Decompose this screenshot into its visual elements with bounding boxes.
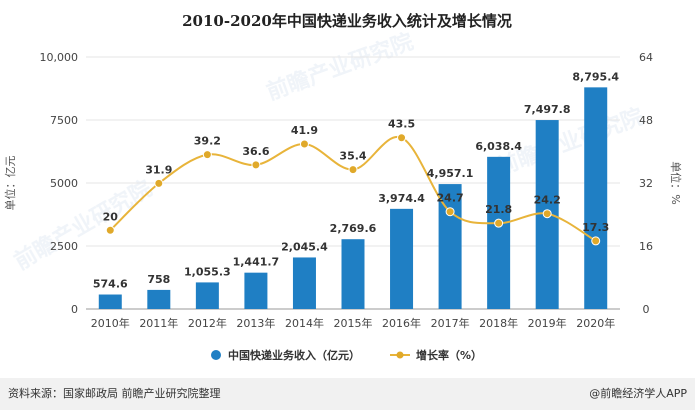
line-point <box>494 218 504 228</box>
line-value-label: 24.2 <box>534 194 561 207</box>
line-value-label: 43.5 <box>388 118 415 131</box>
bar-value-label: 7,497.8 <box>524 103 571 116</box>
y-tick-left: 10,000 <box>40 51 79 64</box>
x-tick-label: 2012年 <box>188 316 227 330</box>
bar-value-label: 4,957.1 <box>427 167 474 180</box>
y-tick-left: 2500 <box>50 240 78 253</box>
watermark-brand-top: 前瞻产业研究院 <box>263 29 417 106</box>
x-ticks: 2010年 2011年 2012年 2013年 2014年 2015年 2016年 2017年… <box>91 316 615 330</box>
bar-value-label: 2,769.6 <box>330 222 377 235</box>
grid-layer <box>86 56 620 310</box>
bar-value-label: 574.6 <box>93 278 128 291</box>
y-tick-left: 0 <box>71 303 78 316</box>
y-tick-right: 32 <box>639 177 653 190</box>
y-ticks-right: 0 16 32 48 64 <box>639 51 653 316</box>
legend-bar-swatch <box>211 350 221 360</box>
line-value-label: 21.8 <box>485 203 512 216</box>
line-value-label: 31.9 <box>145 163 172 176</box>
line-point <box>591 236 601 246</box>
bar-value-label: 758 <box>147 273 170 286</box>
line-point <box>348 165 358 175</box>
line-value-label: 17.3 <box>582 221 609 234</box>
legend-line-marker <box>396 351 404 359</box>
y-tick-right: 16 <box>639 240 653 253</box>
bar <box>147 289 171 309</box>
footer-source: 资料来源：国家邮政局 前瞻产业研究院整理 <box>8 386 221 400</box>
x-tick-label: 2014年 <box>285 316 324 330</box>
legend-bar-label: 中国快递业务收入（亿元） <box>228 348 360 362</box>
bar-labels: 574.6 758 1,055.31,441.72,045.42,769.6 3,97… <box>93 70 620 290</box>
x-tick-label: 2011年 <box>139 316 178 330</box>
bar <box>390 208 414 309</box>
bar <box>584 87 608 309</box>
bar <box>98 294 122 309</box>
x-tick-label: 2019年 <box>528 316 567 330</box>
y-ticks-left: 0 2500 5000 7500 10,000 <box>40 51 79 316</box>
y-tick-left: 5000 <box>50 177 78 190</box>
line-value-label: 41.9 <box>291 124 318 137</box>
line-value-label: 36.6 <box>242 145 269 158</box>
line-point <box>445 207 455 217</box>
bars <box>98 87 608 309</box>
bar <box>292 257 316 309</box>
bar <box>244 272 268 309</box>
y-tick-right: 48 <box>639 114 653 127</box>
y-axis-label-right: 单位：% <box>669 161 683 204</box>
line-value-label: 39.2 <box>194 135 221 148</box>
line-point <box>397 133 407 143</box>
y-axis-label-left: 单位：亿元 <box>3 156 17 211</box>
line-labels: 20 31.9 39.2 36.6 41.9 35.4 43.5 24.7 21.8 24.2 17… <box>103 118 610 234</box>
x-tick-label: 2013年 <box>236 316 275 330</box>
x-tick-label: 2010年 <box>91 316 130 330</box>
chart-title: 2010-2020年中国快递业务收入统计及增长情况 <box>182 12 512 30</box>
watermark-brand-left: 前瞻产业研究院 <box>10 176 156 276</box>
legend-line-label: 增长率（%） <box>416 348 482 362</box>
line-value-label: 35.4 <box>339 150 366 163</box>
bar-value-label: 6,038.4 <box>475 140 522 153</box>
footer-credit: @前瞻经济学人APP <box>589 386 687 400</box>
bar-value-label: 1,441.7 <box>233 256 280 269</box>
line-value-label: 24.7 <box>437 192 464 205</box>
x-tick-label: 2015年 <box>334 316 373 330</box>
legend: 中国快递业务收入（亿元） 增长率（%） <box>211 348 482 362</box>
line-point <box>542 209 552 219</box>
bar <box>341 239 365 309</box>
bar <box>487 156 511 309</box>
growth-line <box>105 133 601 246</box>
line-point <box>154 178 164 188</box>
x-tick-label: 2018年 <box>479 316 518 330</box>
line-point <box>202 150 212 160</box>
bar-value-label: 8,795.4 <box>572 70 619 83</box>
bar <box>195 282 219 309</box>
y-tick-right: 64 <box>639 51 653 64</box>
footer-band <box>0 378 695 410</box>
line-point <box>299 139 309 149</box>
x-tick-label: 2017年 <box>431 316 470 330</box>
bar-value-label: 2,045.4 <box>281 240 328 253</box>
line-point <box>251 160 261 170</box>
bar-value-label: 1,055.3 <box>184 265 231 278</box>
x-tick-label: 2016年 <box>382 316 421 330</box>
x-tick-label: 2020年 <box>576 316 615 330</box>
y-tick-left: 7500 <box>50 114 78 127</box>
line-point <box>105 225 115 235</box>
line-value-label: 20 <box>103 210 119 223</box>
y-tick-right: 0 <box>643 303 650 316</box>
bar-value-label: 3,974.4 <box>378 192 425 205</box>
